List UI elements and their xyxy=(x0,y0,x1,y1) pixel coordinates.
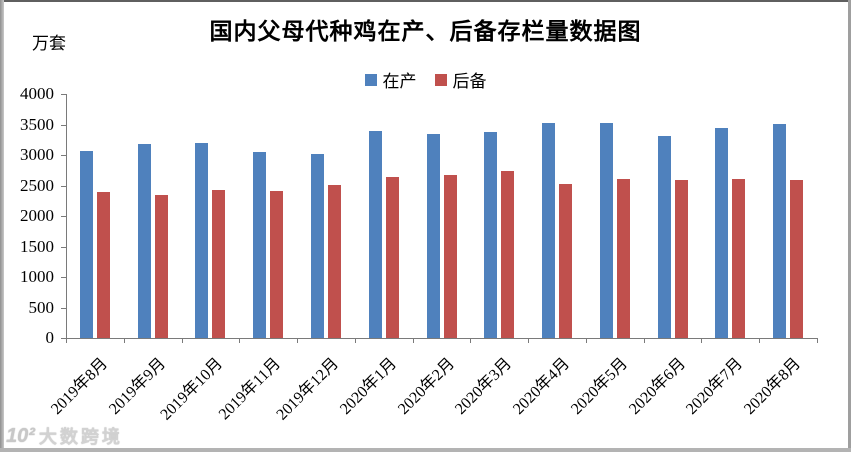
bar-houbei xyxy=(616,178,630,338)
y-axis-tick-label: 0 xyxy=(45,328,55,347)
screenshot-border-top xyxy=(0,0,851,2)
screenshot-border-bottom xyxy=(0,448,851,452)
legend-swatch-houbei xyxy=(434,73,447,86)
x-axis-category-label: 2020年3月 xyxy=(452,355,516,418)
y-axis-tick-label: 4000 xyxy=(20,84,54,103)
x-axis-tick xyxy=(586,338,587,343)
bar-houbei xyxy=(270,190,284,338)
legend-label-houbei: 后备 xyxy=(452,72,487,91)
bar-zaichan xyxy=(368,131,382,338)
x-axis-tick xyxy=(124,338,125,343)
legend-item-houbei: 后备 xyxy=(434,67,487,92)
bar-houbei xyxy=(327,184,341,338)
legend: 在产 后备 xyxy=(0,67,851,92)
y-axis-tick xyxy=(61,125,66,126)
bar-houbei xyxy=(501,170,515,338)
y-axis-tick-label: 1500 xyxy=(20,237,54,256)
x-axis-category-label: 2019年12月 xyxy=(273,355,342,424)
bar-zaichan xyxy=(484,132,498,338)
chart-title: 国内父母代种鸡在产、后备存栏量数据图 xyxy=(209,19,642,44)
bar-zaichan xyxy=(599,123,613,338)
y-axis-tick-label: 3000 xyxy=(20,145,54,164)
x-axis-category-label: 2020年7月 xyxy=(683,355,747,418)
watermark: 10² 大数跨境 xyxy=(6,423,123,449)
x-axis-category-label: 2020年8月 xyxy=(741,355,805,418)
y-axis-tick xyxy=(61,94,66,95)
legend-label-zaichan: 在产 xyxy=(382,72,417,91)
bar-zaichan xyxy=(79,151,93,338)
y-axis-tick-label: 500 xyxy=(28,298,55,317)
x-axis-tick xyxy=(817,338,818,343)
x-axis-category-label: 2020年5月 xyxy=(567,355,631,418)
bar-zaichan xyxy=(253,151,267,338)
watermark-text: 大数跨境 xyxy=(38,427,123,447)
bar-zaichan xyxy=(137,144,151,338)
bar-houbei xyxy=(732,179,746,338)
y-axis-tick xyxy=(61,247,66,248)
x-axis-category-label: 2020年1月 xyxy=(336,355,400,418)
x-axis-category-label: 2019年8月 xyxy=(47,355,111,418)
x-axis-tick xyxy=(297,338,298,343)
bar-houbei xyxy=(154,194,168,338)
bar-zaichan xyxy=(195,143,209,338)
bar-zaichan xyxy=(715,128,729,338)
x-axis-tick xyxy=(182,338,183,343)
bar-zaichan xyxy=(657,136,671,338)
y-axis-tick xyxy=(61,186,66,187)
legend-item-zaichan: 在产 xyxy=(364,67,417,92)
x-axis-tick xyxy=(355,338,356,343)
bar-zaichan xyxy=(426,133,440,338)
screenshot-border-left xyxy=(0,0,4,452)
x-axis-category-label: 2020年2月 xyxy=(394,355,458,418)
y-axis-tick-label: 2500 xyxy=(20,176,54,195)
y-axis-tick xyxy=(61,308,66,309)
x-axis-tick xyxy=(759,338,760,343)
bar-houbei xyxy=(385,176,399,338)
bar-houbei xyxy=(674,180,688,338)
legend-swatch-zaichan xyxy=(364,73,377,86)
y-axis-tick-label: 3500 xyxy=(20,115,54,134)
screenshot-border-right xyxy=(848,0,851,452)
bar-houbei xyxy=(790,180,804,338)
y-axis-tick xyxy=(61,277,66,278)
bar-zaichan xyxy=(542,123,556,338)
x-axis-tick xyxy=(528,338,529,343)
x-axis-tick xyxy=(66,338,67,343)
x-axis-category-label: 2020年4月 xyxy=(510,355,574,418)
y-axis-tick-label: 1000 xyxy=(20,267,54,286)
y-axis-tick xyxy=(61,338,66,339)
watermark-logo: 10² xyxy=(6,424,35,447)
x-axis-tick xyxy=(413,338,414,343)
x-axis-line xyxy=(66,338,817,339)
y-axis-tick-label: 2000 xyxy=(20,206,54,225)
bar-houbei xyxy=(443,175,457,338)
bar-houbei xyxy=(96,192,110,338)
y-axis-tick xyxy=(61,216,66,217)
y-axis-unit-label: 万套 xyxy=(32,34,66,53)
x-axis-tick xyxy=(470,338,471,343)
x-axis-tick xyxy=(239,338,240,343)
x-axis-tick xyxy=(701,338,702,343)
y-axis-tick xyxy=(61,155,66,156)
y-axis-line xyxy=(66,94,67,339)
bar-houbei xyxy=(212,189,226,338)
bar-zaichan xyxy=(310,154,324,338)
x-axis-category-label: 2020年6月 xyxy=(625,355,689,418)
x-axis-tick xyxy=(644,338,645,343)
bar-houbei xyxy=(559,184,573,338)
bar-zaichan xyxy=(773,123,787,338)
